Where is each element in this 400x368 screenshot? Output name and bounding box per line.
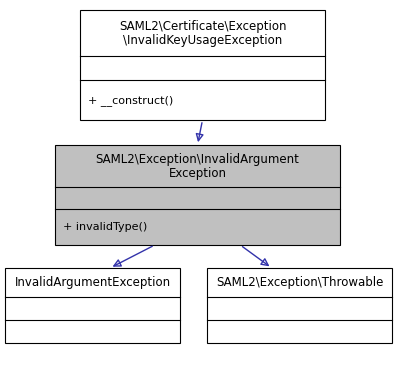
Text: + __construct(): + __construct() [88, 95, 173, 106]
Text: SAML2\Exception\InvalidArgument: SAML2\Exception\InvalidArgument [96, 152, 300, 166]
Text: SAML2\Exception\Throwable: SAML2\Exception\Throwable [216, 276, 383, 289]
Bar [207, 268, 392, 343]
Text: Exception: Exception [168, 166, 226, 180]
Bar [55, 145, 340, 245]
Text: \InvalidKeyUsageException: \InvalidKeyUsageException [123, 33, 282, 47]
Text: + invalidType(): + invalidType() [63, 222, 147, 232]
Bar [80, 10, 325, 120]
Text: SAML2\Certificate\Exception: SAML2\Certificate\Exception [119, 20, 286, 33]
Bar [5, 268, 180, 343]
Text: InvalidArgumentException: InvalidArgumentException [14, 276, 170, 289]
